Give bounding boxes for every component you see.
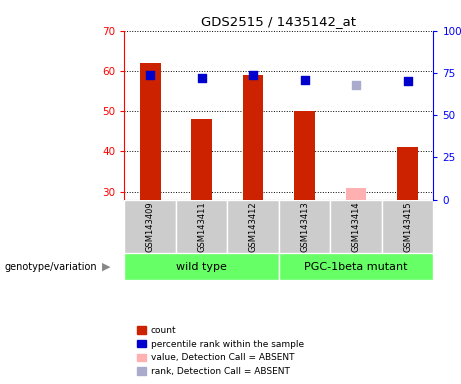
Bar (124, 253, 279, 280)
Point (249, 71, 257, 78)
Bar (227, 200, 279, 253)
Text: GSM143413: GSM143413 (300, 201, 309, 252)
Text: wild type: wild type (176, 262, 227, 272)
Bar (176, 200, 227, 253)
Point (301, 77, 308, 83)
Text: ▶: ▶ (102, 262, 111, 272)
Bar (295, 111, 315, 200)
Bar (191, 119, 212, 200)
Text: GSM143414: GSM143414 (352, 201, 361, 252)
Text: GSM143412: GSM143412 (248, 201, 258, 252)
Text: GSM143415: GSM143415 (403, 201, 412, 252)
Text: PGC-1beta mutant: PGC-1beta mutant (304, 262, 408, 272)
Point (147, 71, 154, 78)
Text: genotype/variation: genotype/variation (5, 262, 97, 272)
Bar (382, 200, 433, 253)
Point (198, 75, 206, 81)
Bar (140, 63, 160, 200)
Text: GSM143411: GSM143411 (197, 201, 206, 252)
Bar (331, 200, 382, 253)
Bar (397, 147, 418, 200)
Point (352, 82, 360, 88)
Point (404, 78, 411, 84)
Bar (346, 188, 366, 200)
Text: GSM143409: GSM143409 (146, 201, 155, 252)
Title: GDS2515 / 1435142_at: GDS2515 / 1435142_at (201, 15, 356, 28)
Legend: count, percentile rank within the sample, value, Detection Call = ABSENT, rank, : count, percentile rank within the sample… (134, 323, 307, 379)
Bar (279, 200, 331, 253)
Bar (124, 200, 176, 253)
Bar (279, 253, 433, 280)
Bar (243, 75, 264, 200)
